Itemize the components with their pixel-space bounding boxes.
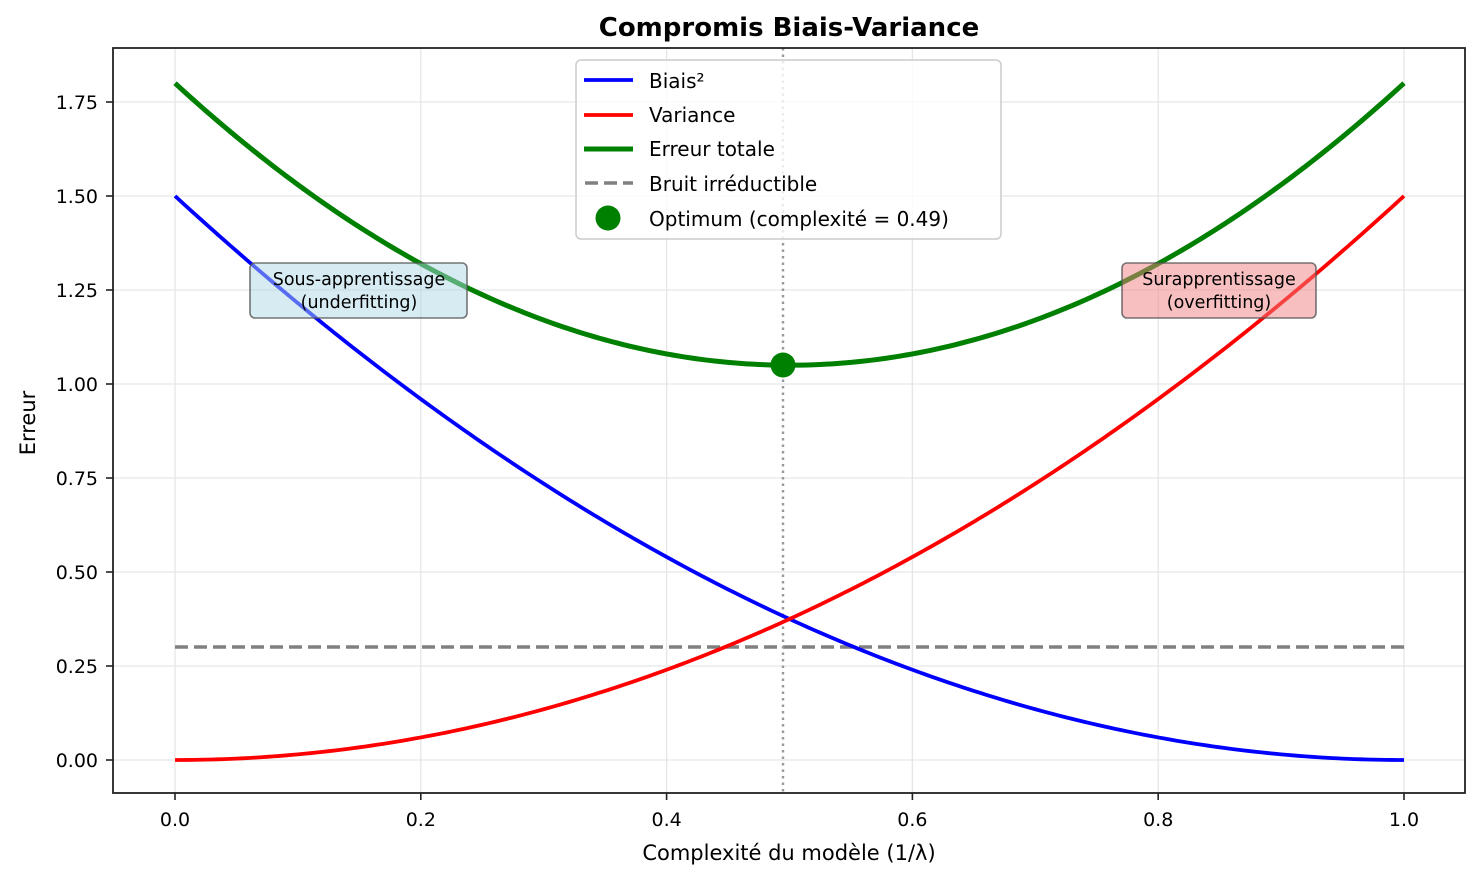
y-tick-label: 0.75	[56, 468, 98, 490]
plot-frame	[112, 47, 1466, 794]
x-tick-label: 0.4	[651, 809, 681, 831]
x-tick-label: 1.0	[1389, 809, 1419, 831]
annotation-underfitting: Sous-apprentissage (underfitting)	[249, 262, 468, 319]
x-axis-label: Complexité du modèle (1/λ)	[642, 841, 935, 865]
annotation-underfitting-line2: (underfitting)	[301, 293, 418, 313]
optimum-marker	[770, 352, 796, 378]
y-tick-label: 0.50	[56, 562, 98, 584]
legend-bias-label: Biais²	[649, 69, 705, 93]
y-axis-ticks: 0.00 0.25 0.50 0.75 1.00 1.25 1.50 1.75	[56, 92, 113, 772]
x-axis-ticks: 0.0 0.2 0.4 0.6 0.8 1.0	[160, 793, 1419, 831]
legend-variance-label: Variance	[649, 103, 735, 127]
chart-title: Compromis Biais-Variance	[599, 13, 980, 43]
y-tick-label: 0.25	[56, 656, 98, 678]
legend-noise-label: Bruit irréductible	[649, 172, 817, 196]
x-tick-label: 0.0	[160, 809, 190, 831]
x-tick-label: 0.6	[897, 809, 927, 831]
legend-optimum-label: Optimum (complexité = 0.49)	[649, 207, 949, 231]
y-axis-label: Erreur	[16, 390, 40, 455]
annotation-underfitting-line1: Sous-apprentissage	[273, 270, 446, 290]
legend-optimum-marker	[595, 205, 621, 231]
y-tick-label: 1.75	[56, 92, 98, 114]
variance-curve	[174, 194, 1406, 762]
legend-total-label: Erreur totale	[649, 137, 775, 161]
y-tick-label: 1.25	[56, 280, 98, 302]
x-tick-label: 0.2	[406, 809, 436, 831]
y-tick-label: 1.50	[56, 186, 98, 208]
annotation-overfitting: Surapprentissage (overfitting)	[1121, 262, 1317, 319]
x-tick-label: 0.8	[1143, 809, 1173, 831]
y-tick-label: 1.00	[56, 374, 98, 396]
legend: Biais² Variance Erreur totale Bruit irré…	[575, 59, 1002, 240]
y-tick-label: 0.00	[56, 750, 98, 772]
annotation-overfitting-line2: (overfitting)	[1167, 293, 1272, 313]
annotation-overfitting-line1: Surapprentissage	[1142, 270, 1296, 290]
